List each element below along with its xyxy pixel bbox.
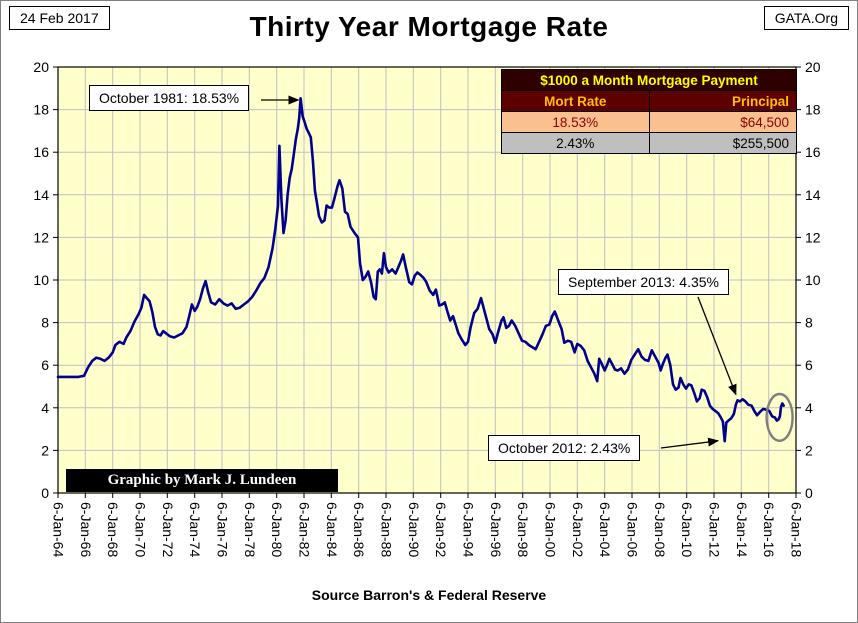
x-axis-label: 6-Jan-08 bbox=[652, 502, 668, 557]
x-axis-label: 6-Jan-70 bbox=[133, 502, 149, 557]
x-axis-label: 6-Jan-88 bbox=[379, 502, 395, 557]
y-axis-label-right: 18 bbox=[805, 102, 821, 118]
x-axis-label: 6-Jan-98 bbox=[515, 502, 531, 557]
col-header-mort-rate: Mort Rate bbox=[501, 90, 650, 112]
credit-box: Graphic by Mark J. Lundeen bbox=[66, 469, 338, 492]
x-axis-label: 6-Jan-10 bbox=[679, 502, 695, 557]
annotation-october-1981: October 1981: 18.53% bbox=[89, 85, 250, 111]
mortgage-rate-line bbox=[56, 97, 786, 443]
payment-table-header-row: Mort Rate Principal bbox=[501, 90, 797, 112]
x-axis-label: 6-Jan-72 bbox=[160, 502, 176, 557]
y-axis-label-right: 4 bbox=[805, 400, 813, 416]
annotation-arrow bbox=[697, 296, 737, 396]
x-axis-label: 6-Jan-80 bbox=[269, 502, 285, 557]
cell-rate-2012: 2.43% bbox=[501, 132, 650, 154]
payment-table-title: $1000 a Month Mortgage Payment bbox=[501, 69, 797, 91]
y-axis-label-left: 14 bbox=[33, 187, 49, 203]
x-axis-label: 6-Jan-76 bbox=[215, 502, 231, 557]
annotation-october-2012: October 2012: 2.43% bbox=[488, 435, 641, 461]
table-row: 18.53% $64,500 bbox=[501, 111, 797, 133]
x-axis-label: 6-Jan-68 bbox=[105, 502, 121, 557]
y-axis-label-right: 2 bbox=[805, 442, 813, 458]
y-axis-label-left: 8 bbox=[41, 315, 49, 331]
y-axis-label-left: 12 bbox=[33, 229, 49, 245]
y-axis-label-left: 16 bbox=[33, 144, 49, 160]
y-axis-label-left: 4 bbox=[41, 400, 49, 416]
x-axis-label: 6-Jan-04 bbox=[597, 502, 613, 557]
y-axis-label-left: 18 bbox=[33, 102, 49, 118]
payment-table-title-row: $1000 a Month Mortgage Payment bbox=[501, 69, 797, 91]
y-axis-label-right: 14 bbox=[805, 187, 821, 203]
x-axis-label: 6-Jan-94 bbox=[461, 502, 477, 557]
y-axis-label-right: 20 bbox=[805, 59, 821, 75]
payment-table: $1000 a Month Mortgage Payment Mort Rate… bbox=[501, 69, 797, 154]
x-axis-label: 6-Jan-92 bbox=[433, 502, 449, 557]
x-axis-label: 6-Jan-18 bbox=[789, 502, 805, 557]
x-axis-label: 6-Jan-12 bbox=[707, 502, 723, 557]
date-badge: 24 Feb 2017 bbox=[9, 6, 110, 30]
x-axis-label: 6-Jan-16 bbox=[761, 502, 777, 557]
x-axis-label: 6-Jan-64 bbox=[51, 502, 67, 557]
cell-principal-1981: $64,500 bbox=[648, 111, 797, 133]
y-axis-label-right: 16 bbox=[805, 144, 821, 160]
y-axis-label-right: 12 bbox=[805, 229, 821, 245]
cell-rate-1981: 18.53% bbox=[501, 111, 650, 133]
annotation-arrow bbox=[660, 437, 720, 449]
x-axis-label: 6-Jan-82 bbox=[297, 502, 313, 557]
cell-principal-2012: $255,500 bbox=[648, 132, 797, 154]
y-axis-label-left: 0 bbox=[41, 485, 49, 501]
annotation-september-2013: September 2013: 4.35% bbox=[558, 269, 729, 295]
x-axis-label: 6-Jan-66 bbox=[78, 502, 94, 557]
y-axis-label-left: 2 bbox=[41, 442, 49, 458]
x-axis-label: 6-Jan-86 bbox=[351, 502, 367, 557]
x-axis-label: 6-Jan-90 bbox=[406, 502, 422, 557]
y-axis-label-right: 0 bbox=[805, 485, 813, 501]
y-axis-label-left: 10 bbox=[33, 272, 49, 288]
x-axis-label: 6-Jan-14 bbox=[734, 502, 750, 557]
y-axis-label-right: 6 bbox=[805, 357, 813, 373]
plot-border bbox=[57, 66, 797, 494]
col-header-principal: Principal bbox=[648, 90, 797, 112]
x-axis-label: 6-Jan-74 bbox=[187, 502, 203, 557]
x-axis-label: 6-Jan-78 bbox=[242, 502, 258, 557]
y-axis-label-left: 6 bbox=[41, 357, 49, 373]
x-axis-label: 6-Jan-06 bbox=[625, 502, 641, 557]
recent-spike-highlight bbox=[765, 392, 794, 442]
x-axis-label: 6-Jan-00 bbox=[543, 502, 559, 557]
x-axis-label: 6-Jan-96 bbox=[488, 502, 504, 557]
x-axis-label: 6-Jan-02 bbox=[570, 502, 586, 557]
y-axis-label-right: 10 bbox=[805, 272, 821, 288]
page-title: Thirty Year Mortgage Rate bbox=[249, 11, 609, 42]
table-row: 2.43% $255,500 bbox=[501, 132, 797, 154]
source-note: Source Barron's & Federal Reserve bbox=[311, 587, 547, 603]
site-badge: GATA.Org bbox=[763, 6, 849, 30]
y-axis-label-left: 20 bbox=[33, 59, 49, 75]
y-axis-label-right: 8 bbox=[805, 315, 813, 331]
x-axis-label: 6-Jan-84 bbox=[324, 502, 340, 557]
